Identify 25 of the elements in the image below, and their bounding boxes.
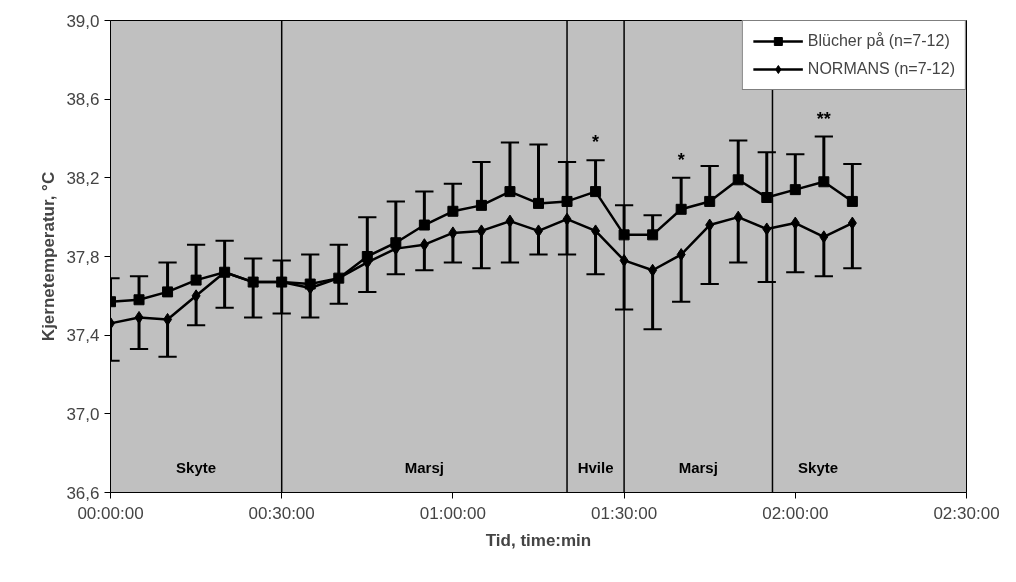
x-tick-label: 00:00:00	[77, 503, 144, 523]
annotation: Hvile	[577, 459, 614, 476]
y-tick-label: 36,6	[66, 483, 100, 503]
x-axis-title: Tid, time:min	[485, 530, 592, 550]
y-axis-title: Kjernetemperatur, °C	[39, 171, 59, 342]
y-tick-label: 38,2	[66, 168, 100, 188]
y-tick-label: 37,0	[66, 404, 100, 424]
y-tick-label: 39,0	[66, 11, 100, 31]
y-tick-label: 37,8	[66, 247, 100, 267]
annotation: Skyte	[176, 459, 217, 476]
legend-label: Blücher på (n=7-12)	[807, 32, 950, 50]
annotation: *	[592, 132, 600, 153]
annotation: Marsj	[678, 459, 718, 476]
legend-label: NORMANS (n=7-12)	[807, 60, 955, 78]
y-tick-label: 37,4	[66, 326, 100, 346]
annotation: *	[677, 149, 685, 170]
x-tick-label: 02:00:00	[762, 503, 829, 523]
x-tick-label: 01:30:00	[591, 503, 658, 523]
x-tick-label: 01:00:00	[419, 503, 486, 523]
x-tick-label: 00:30:00	[248, 503, 315, 523]
annotation: Marsj	[404, 459, 444, 476]
x-tick-label: 02:30:00	[933, 503, 1000, 523]
y-tick-label: 38,6	[66, 90, 100, 110]
annotation: Skyte	[798, 459, 839, 476]
annotation: **	[816, 108, 831, 129]
